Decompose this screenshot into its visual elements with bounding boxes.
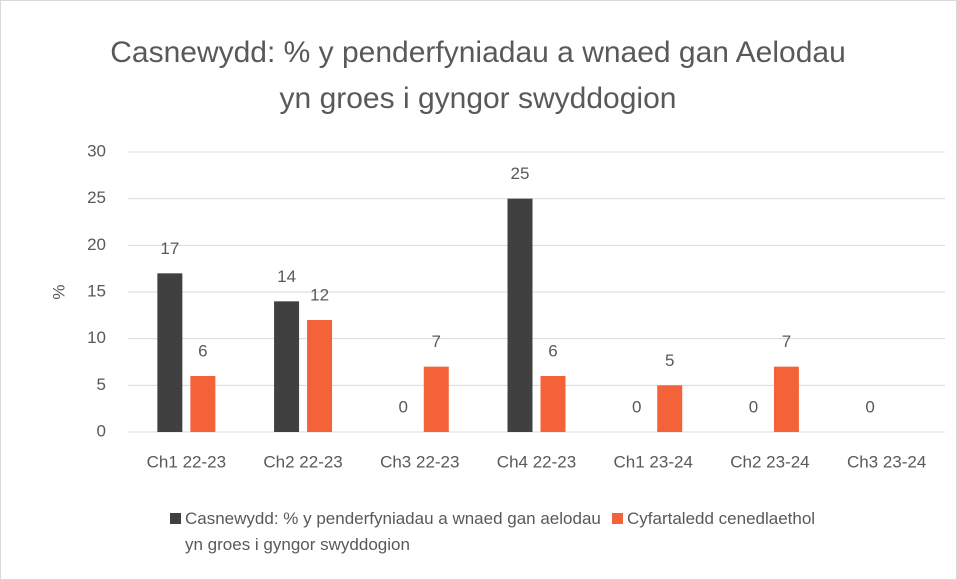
data-label: 7 (782, 332, 791, 351)
data-label: 17 (160, 239, 179, 258)
bar (540, 376, 566, 432)
x-tick-label: Ch4 22-23 (497, 452, 576, 471)
data-label: 12 (310, 285, 329, 304)
bar (773, 366, 799, 432)
legend-swatch (170, 513, 181, 524)
data-label: 6 (548, 341, 557, 360)
bar (507, 198, 533, 432)
bar (307, 320, 333, 432)
y-axis-label: % (49, 284, 68, 299)
y-tick-label: 5 (97, 375, 106, 394)
y-tick-label: 20 (87, 235, 106, 254)
bar (157, 273, 183, 432)
chart-title: Casnewydd: % y penderfyniadau a wnaed ga… (110, 36, 846, 115)
data-label: 25 (511, 164, 530, 183)
x-tick-label: Ch2 22-23 (263, 452, 342, 471)
data-label: 5 (665, 351, 674, 370)
y-tick-label: 30 (87, 141, 106, 160)
x-tick-label: Ch1 23-24 (614, 452, 693, 471)
x-tick-label: Ch3 23-24 (847, 452, 926, 471)
data-label: 0 (399, 397, 408, 416)
legend-swatch (612, 513, 623, 524)
x-tick-label: Ch3 22-23 (380, 452, 459, 471)
y-tick-label: 25 (87, 188, 106, 207)
data-label: 6 (198, 341, 207, 360)
data-label: 0 (632, 397, 641, 416)
bar (190, 376, 216, 432)
x-tick-label: Ch1 22-23 (147, 452, 226, 471)
data-label: 7 (432, 332, 441, 351)
bar (657, 385, 683, 432)
bar (274, 301, 300, 432)
y-tick-label: 0 (97, 421, 106, 440)
x-tick-label: Ch2 23-24 (730, 452, 809, 471)
data-label: 14 (277, 267, 296, 286)
bar (423, 366, 449, 432)
y-tick-label: 15 (87, 281, 106, 300)
legend-label: Cyfartaledd cenedlaethol (627, 509, 816, 528)
data-label: 0 (865, 397, 874, 416)
y-tick-label: 10 (87, 328, 106, 347)
data-label: 0 (749, 397, 758, 416)
legend-label: Casnewydd: % y penderfyniadau a wnaed ga… (185, 509, 601, 554)
